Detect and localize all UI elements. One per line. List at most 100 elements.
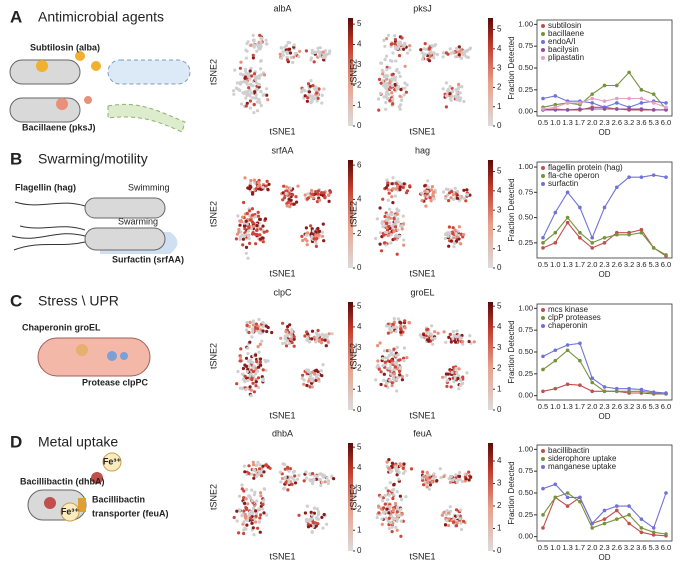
tsne-point xyxy=(462,233,466,237)
tsne-point xyxy=(392,483,396,487)
tsne-point xyxy=(306,192,310,196)
tsne-point xyxy=(399,321,403,325)
tsne-point xyxy=(315,515,319,520)
tsne-point xyxy=(459,383,463,387)
x-tick-label: 6.0 xyxy=(661,402,671,411)
tsne-point xyxy=(388,221,392,225)
tsne-point xyxy=(388,324,392,328)
tsne-point xyxy=(392,372,396,376)
tsne-point xyxy=(453,94,457,98)
tsne-point xyxy=(320,101,324,105)
tsne-point xyxy=(243,76,247,80)
tsne-point xyxy=(256,214,260,218)
tsne-point xyxy=(399,324,403,328)
tsne-point xyxy=(454,232,458,236)
legend-marker xyxy=(541,166,545,170)
tsne-point xyxy=(441,375,445,379)
data-point xyxy=(590,376,594,380)
diagram-shape xyxy=(120,352,128,360)
data-point xyxy=(541,246,545,250)
tsne-point xyxy=(420,191,424,195)
data-point xyxy=(565,504,570,508)
tsne-point xyxy=(394,465,398,469)
y-tick-label: 1.00 xyxy=(518,162,533,171)
tsne-point xyxy=(402,182,406,186)
data-point xyxy=(590,246,594,250)
tsne-point xyxy=(306,82,311,86)
tsne-point xyxy=(248,106,252,110)
tsne-point xyxy=(306,369,311,373)
tsne-point xyxy=(292,337,296,341)
tsne-point xyxy=(393,34,397,38)
data-point xyxy=(615,83,619,88)
x-tick-label: 2.0 xyxy=(587,118,597,127)
tsne-point xyxy=(431,342,435,346)
tsne-point xyxy=(243,512,247,517)
tsne-point xyxy=(255,369,260,373)
tsne-point xyxy=(254,372,258,376)
tsne-point xyxy=(428,196,432,200)
tsne-point xyxy=(312,511,316,515)
colorbar-tick-label: 5 xyxy=(497,25,502,34)
tsne-point xyxy=(395,252,399,256)
tsne-point xyxy=(332,477,336,481)
tsne-point xyxy=(393,225,398,229)
tsne-point xyxy=(466,55,470,60)
data-point xyxy=(578,235,582,240)
colorbar-tick-label: 0 xyxy=(357,263,362,272)
tsne-point xyxy=(314,378,318,382)
tsne-point xyxy=(428,483,432,487)
tsne-point xyxy=(281,321,285,325)
tsne-point xyxy=(259,59,263,63)
tsne-point xyxy=(311,524,315,529)
tsne-point xyxy=(323,480,327,484)
tsne-point xyxy=(447,335,451,339)
tsne-point xyxy=(321,50,325,54)
tsne-point xyxy=(252,43,256,47)
tsne-point xyxy=(393,361,397,365)
data-point xyxy=(541,513,545,517)
panel-letter: D xyxy=(10,432,22,451)
tsne-point xyxy=(456,478,460,482)
tsne-point xyxy=(251,460,255,464)
tsne-point xyxy=(251,232,255,236)
tsne-point xyxy=(378,341,382,345)
tsne-point xyxy=(377,367,381,371)
tsne-point xyxy=(262,511,266,515)
tsne-point xyxy=(315,474,319,478)
tsne-point xyxy=(445,509,449,513)
tsne-point xyxy=(316,233,320,237)
tsne-point xyxy=(402,346,406,350)
diagram-shape xyxy=(84,197,166,219)
tsne-point xyxy=(397,513,401,518)
tsne-point xyxy=(257,76,261,80)
data-point xyxy=(578,205,582,210)
tsne-point xyxy=(254,353,258,357)
tsne-point xyxy=(390,384,394,388)
tsne-point xyxy=(462,51,466,56)
tsne-point xyxy=(403,469,407,473)
tsne-point xyxy=(247,464,251,468)
tsne-point xyxy=(394,75,398,79)
tsne-point xyxy=(314,368,319,372)
tsne-point xyxy=(399,365,403,369)
x-tick-label: 1.3 xyxy=(562,118,572,127)
tsne-point xyxy=(399,181,403,185)
tsne-point xyxy=(310,188,314,193)
tsne-point xyxy=(399,327,403,331)
y-tick-label: 0.50 xyxy=(518,63,533,72)
x-tick-label: 2.6 xyxy=(612,118,622,127)
tsne-point xyxy=(265,179,269,183)
tsne-point xyxy=(314,241,318,245)
tsne-point xyxy=(255,499,259,503)
tsne-point xyxy=(237,531,241,535)
tsne-point xyxy=(309,224,313,228)
tsne-point xyxy=(293,481,298,485)
tsne-point xyxy=(316,226,320,231)
legend-marker xyxy=(541,48,545,52)
tsne-point xyxy=(232,89,236,93)
tsne-point xyxy=(328,49,332,53)
tsne-point xyxy=(254,242,258,246)
tsne-point xyxy=(254,520,258,524)
x-tick-label: 2.0 xyxy=(587,402,597,411)
